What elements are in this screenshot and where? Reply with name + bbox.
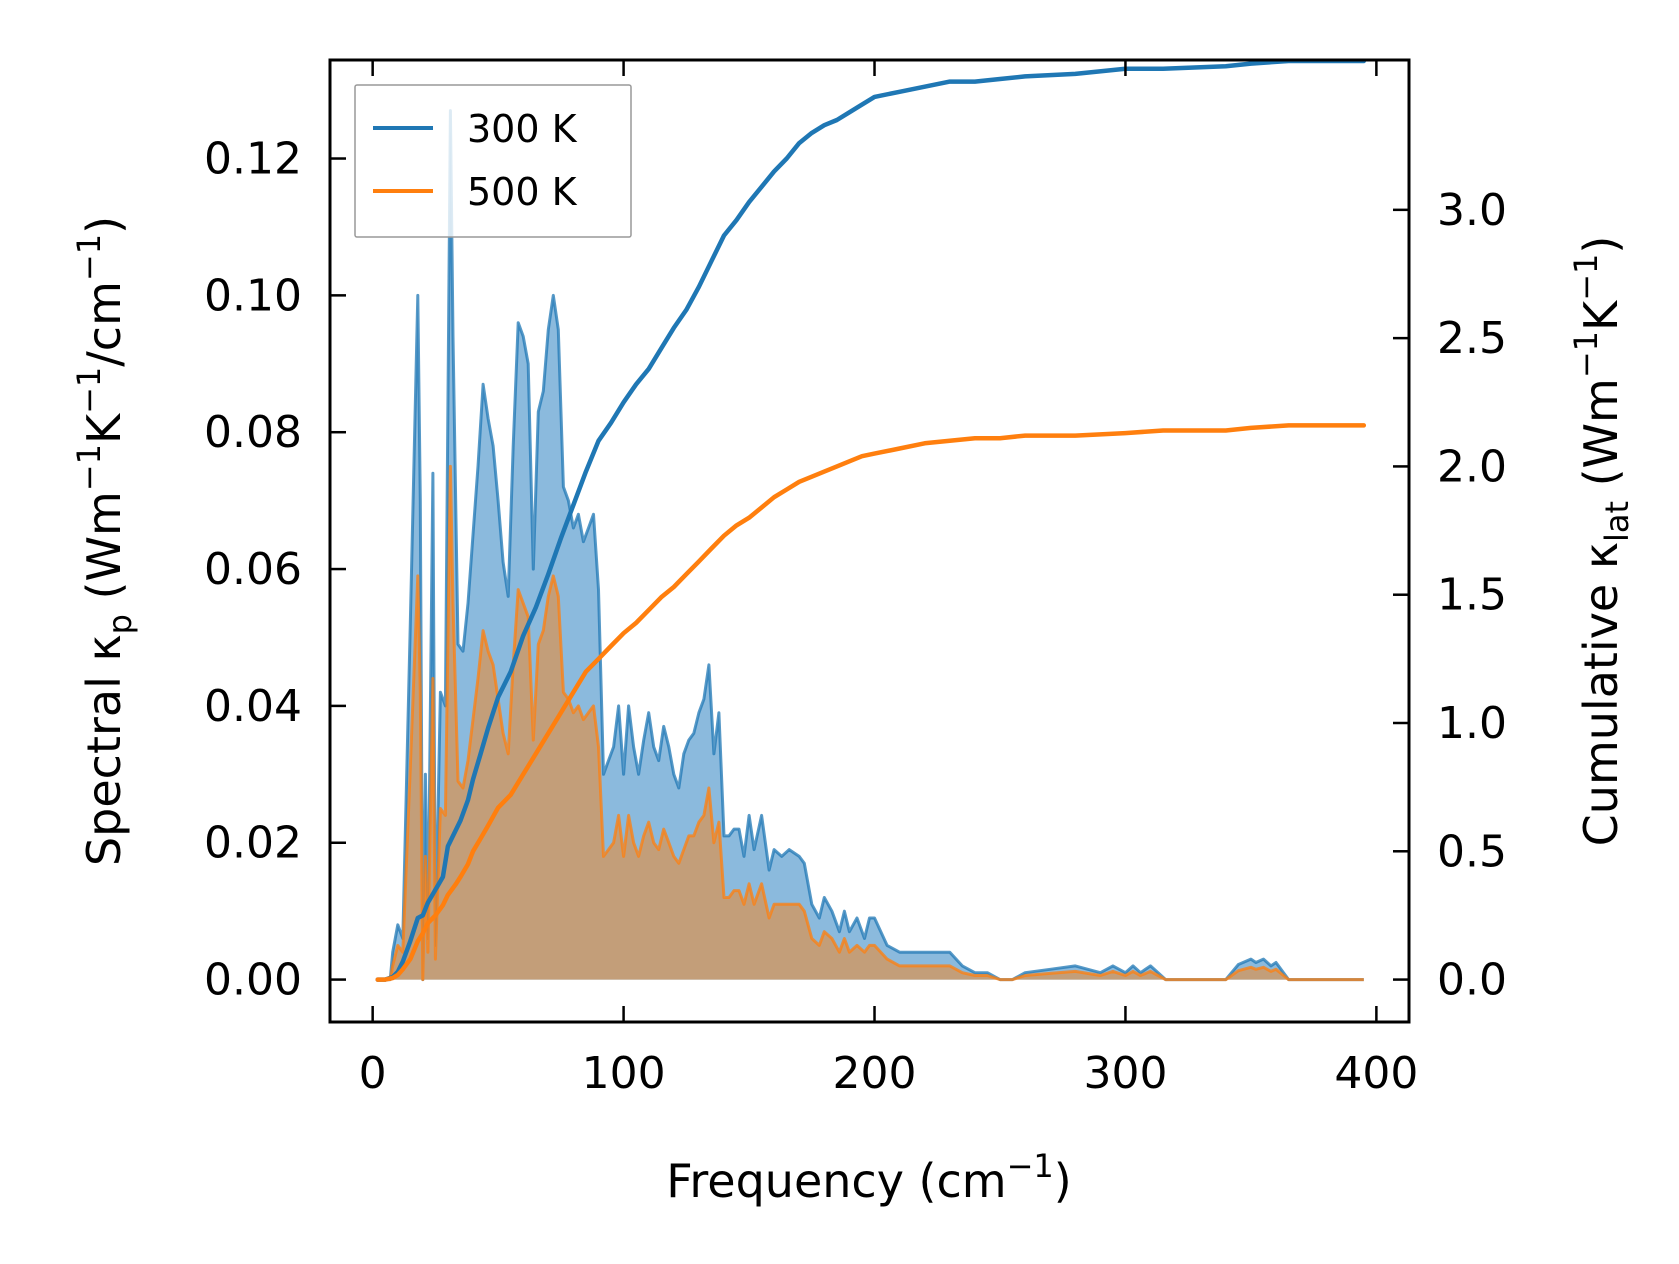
left-y-tick-label: 0.06 xyxy=(204,544,302,595)
ry-mid: (Wm xyxy=(1574,378,1628,501)
x-tick-label: 400 xyxy=(1334,1048,1418,1099)
x-label-sup: −1 xyxy=(1007,1147,1054,1185)
ry-sub: lat xyxy=(1598,501,1636,542)
plot-frame xyxy=(328,58,1411,1024)
ly-slash: /cm xyxy=(77,281,131,367)
legend: 300 K 500 K xyxy=(354,84,632,238)
right-y-tick-label: 0.0 xyxy=(1437,955,1507,1006)
spectral-line-300k xyxy=(377,109,1364,982)
x-axis-label: Frequency (cm−1) xyxy=(666,1147,1071,1208)
ly-close: ) xyxy=(77,216,131,234)
x-label-text: Frequency (cm xyxy=(666,1154,1006,1208)
ly-sup3: −1 xyxy=(70,234,108,281)
legend-box xyxy=(354,84,632,238)
left-y-tick-label: 0.08 xyxy=(204,407,302,458)
right-y-tick-label: 1.0 xyxy=(1437,698,1507,749)
x-axis-ticks: 0 100 200 300 400 xyxy=(359,60,1418,1099)
left-y-axis-label: Spectral κp (Wm−1K−1/cm−1) xyxy=(70,216,139,866)
legend-label-300k: 300 K xyxy=(467,107,578,151)
ly-pre: Spectral κ xyxy=(77,634,131,866)
left-y-tick-label: 0.02 xyxy=(204,818,302,869)
left-y-tick-label: 0.10 xyxy=(204,270,302,321)
ly-sup1: −1 xyxy=(70,444,108,491)
right-y-tick-label: 2.0 xyxy=(1437,441,1507,492)
x-tick-label: 200 xyxy=(833,1048,917,1099)
x-tick-label: 100 xyxy=(582,1048,666,1099)
cumulative-line-500k xyxy=(375,423,1367,982)
spectral-line-500k xyxy=(377,464,1364,982)
ly-sup2: −1 xyxy=(70,367,108,414)
ry-sup2: −1 xyxy=(1567,254,1605,301)
right-y-tick-label: 2.5 xyxy=(1437,313,1507,364)
right-y-tick-label: 0.5 xyxy=(1437,826,1507,877)
ly-mid: (Wm xyxy=(77,491,131,614)
right-y-axis-ticks: 0.0 0.5 1.0 1.5 2.0 2.5 3.0 xyxy=(1393,185,1507,1006)
ry-pre: Cumulative κ xyxy=(1574,542,1628,846)
cumulative-lines xyxy=(375,60,1367,982)
ry-sup1: −1 xyxy=(1567,331,1605,378)
ly-sub: p xyxy=(101,614,139,634)
x-tick-label: 0 xyxy=(359,1048,387,1099)
left-y-tick-label: 0.04 xyxy=(204,681,302,732)
right-y-tick-label: 1.5 xyxy=(1437,570,1507,621)
left-y-axis-ticks: 0.00 0.02 0.04 0.06 0.08 0.10 0.12 xyxy=(204,134,346,1006)
ry-k: K xyxy=(1574,299,1628,331)
spectral-fills xyxy=(377,109,1364,982)
x-label-close: ) xyxy=(1054,1154,1072,1208)
x-tick-label: 300 xyxy=(1083,1048,1167,1099)
ry-close: ) xyxy=(1574,236,1628,254)
right-y-tick-label: 3.0 xyxy=(1437,185,1507,236)
cumulative-line-300k xyxy=(375,60,1367,982)
left-y-tick-label: 0.12 xyxy=(204,134,302,185)
legend-label-500k: 500 K xyxy=(467,170,578,214)
ly-k: K xyxy=(77,412,131,444)
left-y-tick-label: 0.00 xyxy=(204,955,302,1006)
right-y-axis-label: Cumulative κlat (Wm−1K−1) xyxy=(1567,236,1636,847)
